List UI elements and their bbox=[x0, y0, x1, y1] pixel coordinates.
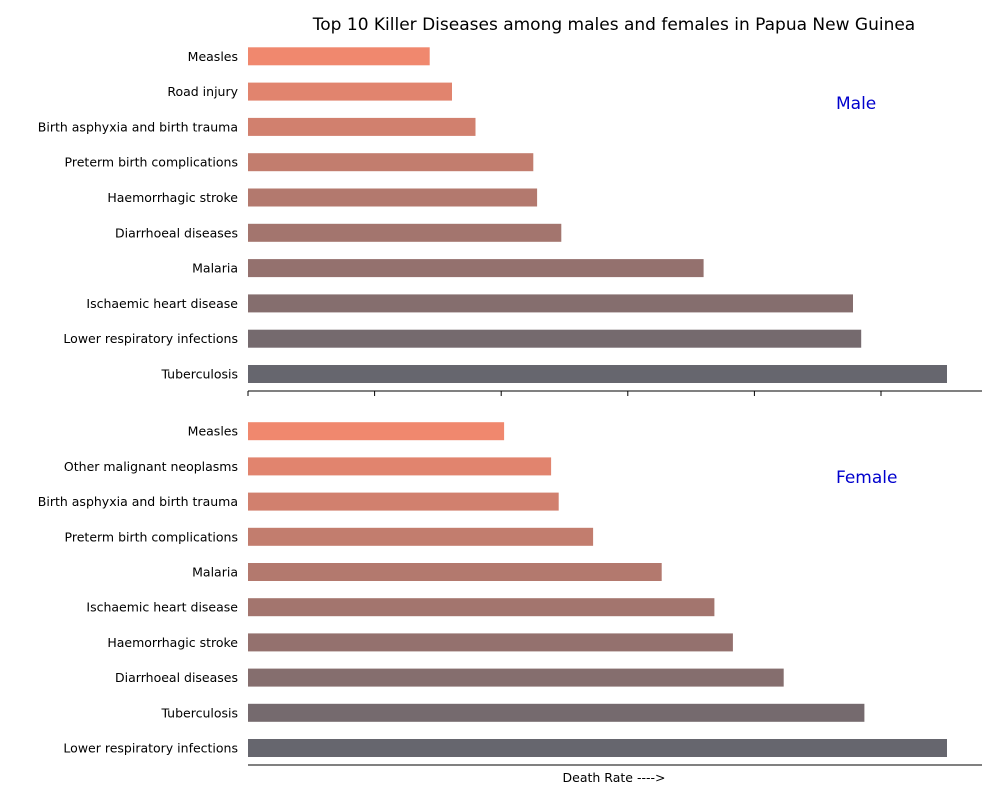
female-category-label-9: Measles bbox=[188, 424, 238, 439]
female-category-label-0: Lower respiratory infections bbox=[63, 741, 238, 756]
male-bar-2 bbox=[248, 294, 853, 313]
x-axis-label: Death Rate ----> bbox=[563, 770, 666, 785]
male-category-label-0: Tuberculosis bbox=[160, 367, 238, 382]
male-panel-label: Male bbox=[836, 94, 876, 114]
female-bar-4 bbox=[248, 598, 715, 617]
female-category-label-5: Malaria bbox=[192, 565, 238, 580]
female-bar-9 bbox=[248, 422, 505, 441]
male-category-label-9: Measles bbox=[188, 49, 238, 64]
male-category-label-5: Haemorrhagic stroke bbox=[107, 190, 238, 205]
female-bar-8 bbox=[248, 457, 552, 476]
male-category-label-1: Lower respiratory infections bbox=[63, 331, 238, 346]
male-bar-7 bbox=[248, 117, 476, 136]
male-bar-4 bbox=[248, 223, 562, 242]
female-category-label-4: Ischaemic heart disease bbox=[86, 600, 238, 615]
male-bar-1 bbox=[248, 329, 862, 348]
male-category-label-3: Malaria bbox=[192, 261, 238, 276]
female-bar-6 bbox=[248, 527, 594, 546]
female-bar-5 bbox=[248, 563, 662, 581]
male-bar-6 bbox=[248, 153, 534, 172]
female-category-label-8: Other malignant neoplasms bbox=[64, 459, 238, 474]
male-bar-8 bbox=[248, 82, 452, 101]
male-panel: Tuberculosis Lower respiratory infections… bbox=[38, 47, 982, 396]
female-category-label-3: Haemorrhagic stroke bbox=[107, 635, 238, 650]
female-bar-0 bbox=[248, 739, 947, 757]
female-bar-3 bbox=[248, 633, 733, 652]
female-category-label-7: Birth asphyxia and birth trauma bbox=[38, 494, 238, 509]
male-category-label-6: Preterm birth complications bbox=[65, 155, 238, 170]
male-category-label-7: Birth asphyxia and birth trauma bbox=[38, 119, 238, 134]
male-category-label-2: Ischaemic heart disease bbox=[86, 296, 238, 311]
female-bar-2 bbox=[248, 668, 784, 687]
male-category-label-4: Diarrhoeal diseases bbox=[115, 225, 238, 240]
chart-title: Top 10 Killer Diseases among males and f… bbox=[312, 15, 915, 35]
female-category-label-2: Diarrhoeal diseases bbox=[115, 670, 238, 685]
male-bar-3 bbox=[248, 259, 704, 278]
female-bar-1 bbox=[248, 703, 865, 722]
female-panel: Lower respiratory infections Tuberculosis… bbox=[38, 422, 982, 766]
female-category-label-1: Tuberculosis bbox=[160, 705, 238, 720]
male-category-label-8: Road injury bbox=[167, 84, 238, 99]
female-panel-label: Female bbox=[836, 468, 897, 488]
female-bar-7 bbox=[248, 492, 559, 511]
male-bar-0 bbox=[248, 365, 947, 383]
male-bar-5 bbox=[248, 188, 538, 207]
male-bar-9 bbox=[248, 47, 430, 66]
female-category-label-6: Preterm birth complications bbox=[65, 529, 238, 544]
